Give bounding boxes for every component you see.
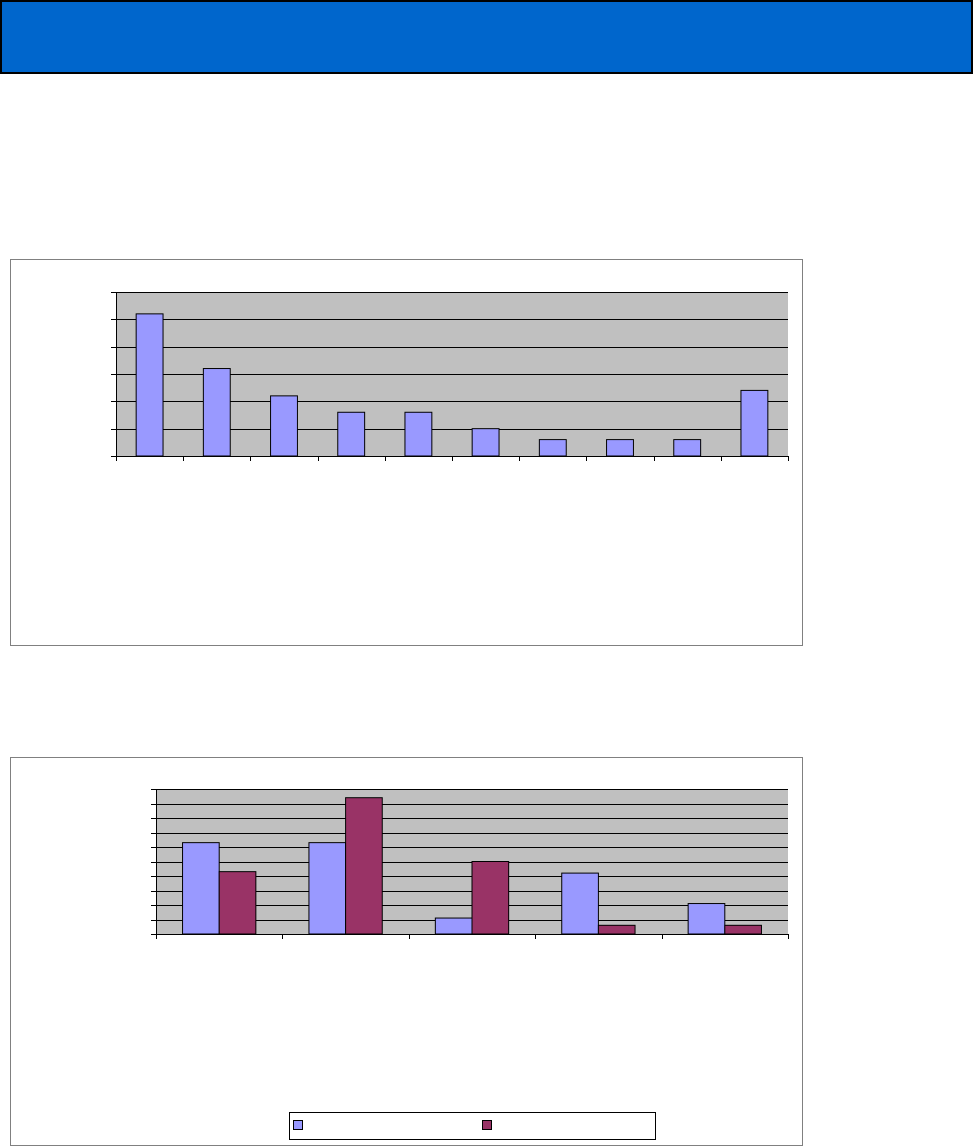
bar (218, 871, 257, 935)
bar (538, 439, 567, 457)
bar (345, 797, 383, 935)
bar (404, 411, 433, 457)
bar (561, 872, 599, 935)
bar (606, 439, 634, 457)
bar (597, 924, 636, 935)
header-bar (0, 0, 973, 74)
bar (724, 924, 762, 935)
bar (135, 313, 164, 457)
bar (471, 428, 500, 457)
bar (434, 917, 473, 935)
bar (740, 389, 769, 457)
bar (270, 395, 298, 457)
bar (308, 842, 347, 935)
legend-swatch (293, 1120, 303, 1130)
bar (471, 861, 510, 935)
bar (673, 439, 702, 457)
legend-swatch (482, 1120, 492, 1130)
bar (202, 368, 231, 457)
legend-box (289, 1112, 656, 1140)
bar (337, 411, 366, 457)
bar (687, 903, 726, 935)
bar (182, 842, 220, 935)
